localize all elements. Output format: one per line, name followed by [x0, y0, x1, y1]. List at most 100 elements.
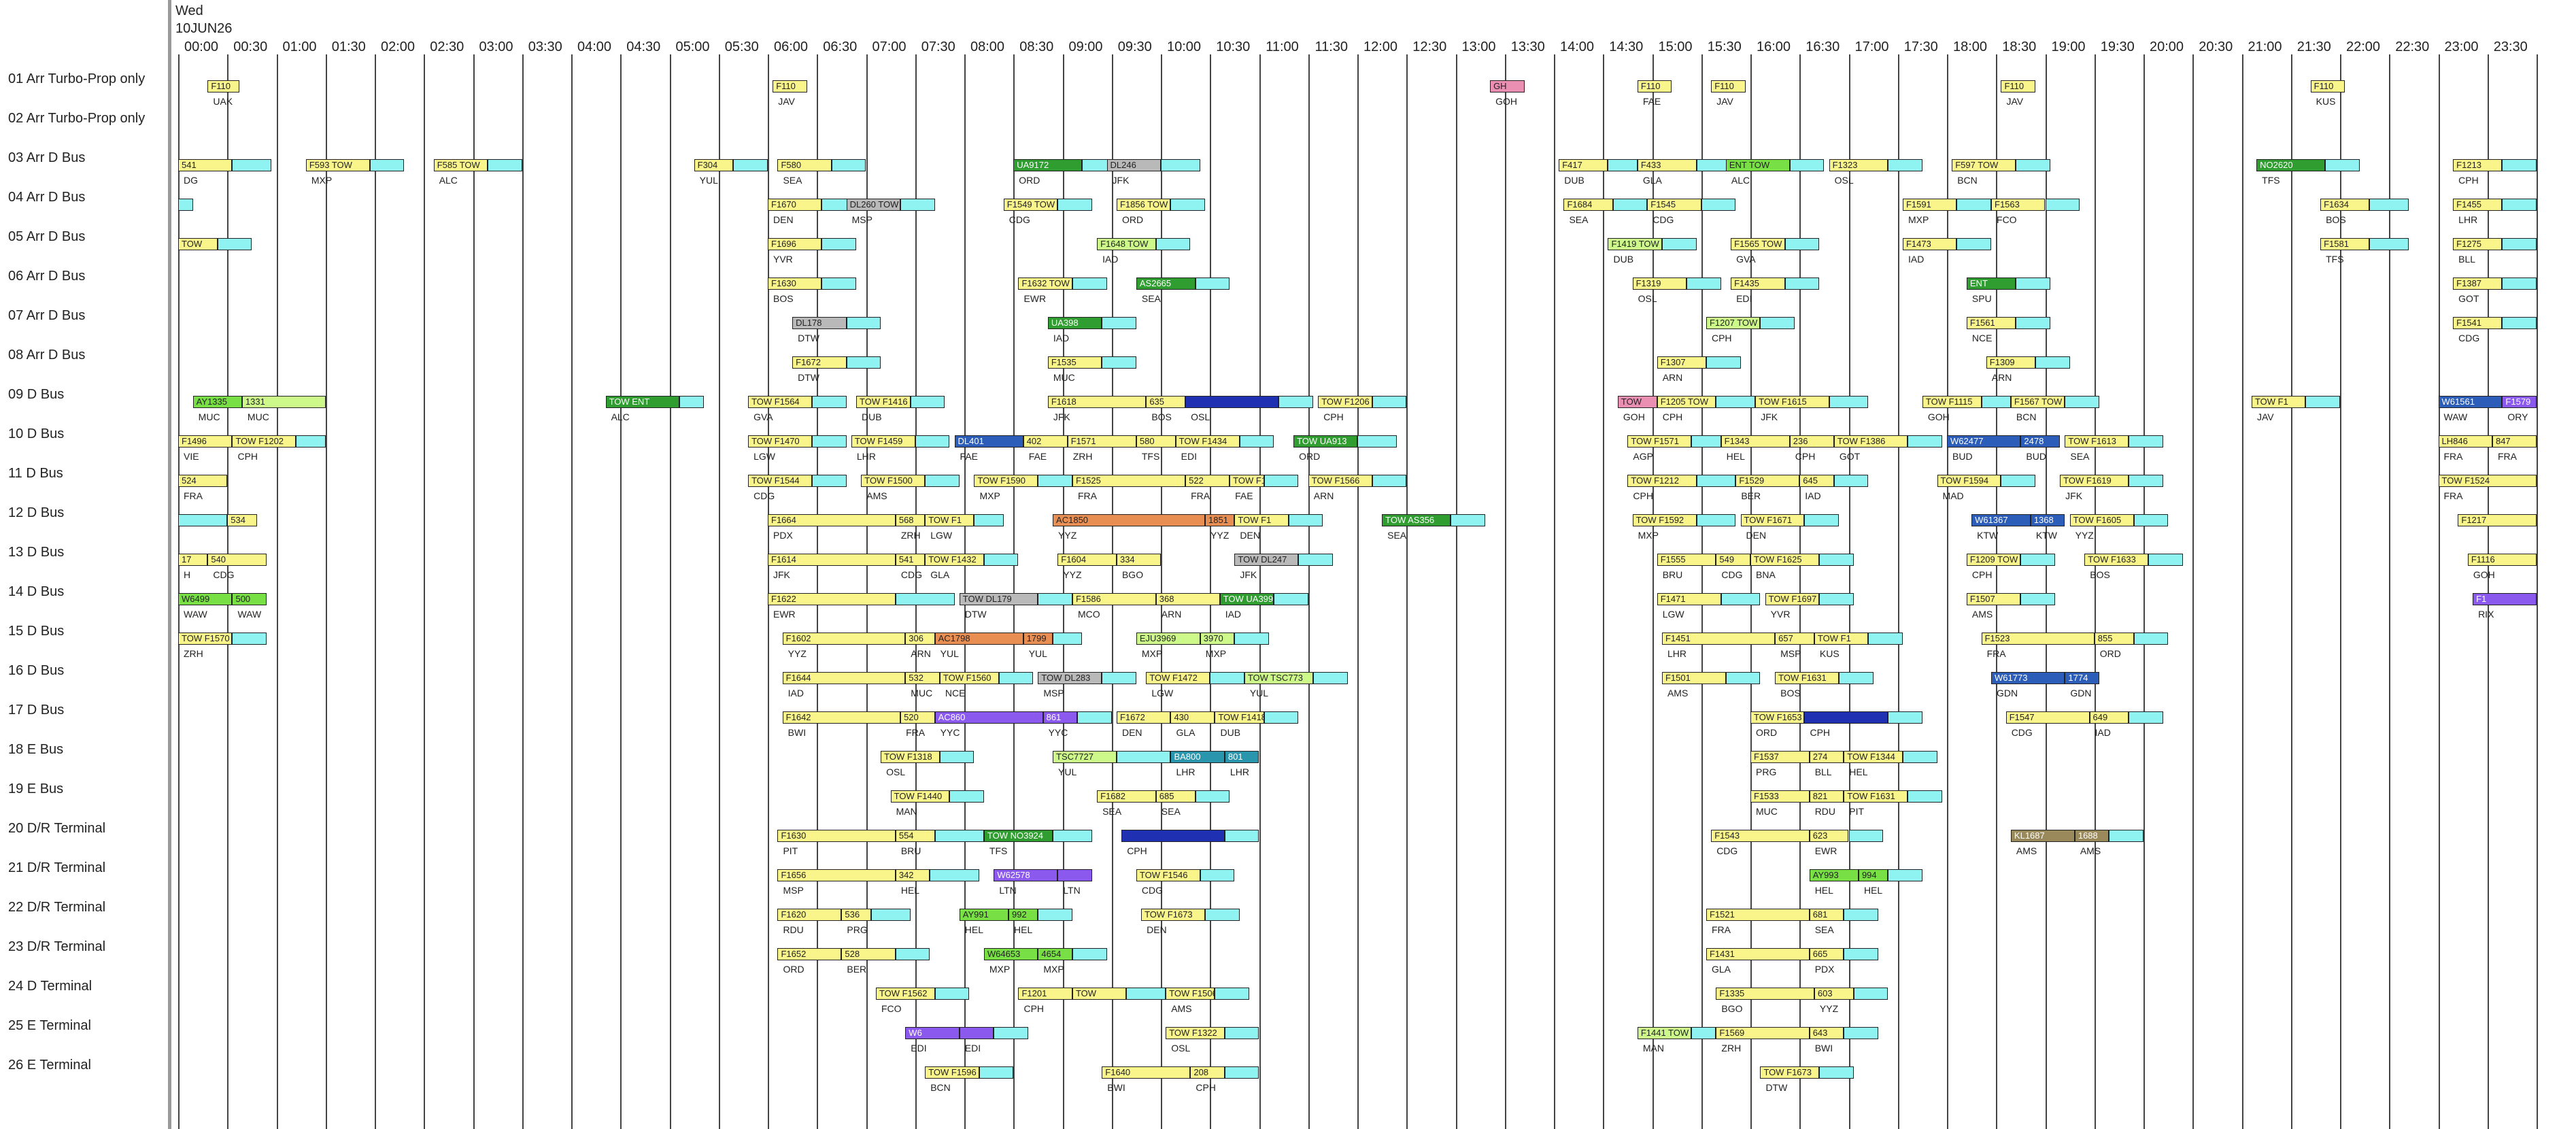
allocation-bar[interactable] [1839, 672, 1874, 684]
allocation-bar[interactable]: F1471 [1657, 593, 1721, 605]
allocation-bar[interactable] [1224, 1027, 1259, 1039]
allocation-bar[interactable] [870, 909, 911, 921]
allocation-bar[interactable]: 368 [1155, 593, 1220, 605]
allocation-bar[interactable]: F1275 [2453, 238, 2503, 250]
resource-row-label[interactable]: 01 Arr Turbo-Prop only [8, 71, 146, 86]
allocation-bar[interactable] [1077, 711, 1112, 724]
allocation-bar[interactable] [934, 988, 970, 1000]
allocation-bar[interactable]: TOW F1560 [939, 672, 999, 684]
allocation-bar[interactable]: TOW F1115 [1922, 396, 1982, 408]
allocation-bar[interactable]: F1207 TOW [1706, 317, 1761, 329]
allocation-bar[interactable] [2016, 277, 2050, 290]
allocation-bar[interactable]: F1431 [1706, 948, 1810, 960]
allocation-bar[interactable] [1853, 988, 1888, 1000]
allocation-bar[interactable] [1057, 199, 1092, 211]
allocation-bar[interactable]: LH846 [2438, 435, 2492, 448]
allocation-bar[interactable] [1902, 751, 1937, 763]
allocation-bar[interactable]: F110 [2001, 80, 2036, 92]
allocation-bar[interactable]: TOW F1 [925, 514, 975, 526]
allocation-bar[interactable] [2035, 356, 2070, 369]
allocation-bar[interactable] [1278, 396, 1313, 408]
allocation-bar[interactable]: F1672 [1116, 711, 1171, 724]
allocation-bar[interactable]: 522 [1185, 475, 1230, 487]
allocation-bar[interactable]: 645 [1799, 475, 1834, 487]
allocation-bar[interactable]: TOW F1206 [1318, 396, 1372, 408]
allocation-bar[interactable] [1224, 830, 1259, 842]
allocation-bar[interactable] [1908, 790, 1942, 803]
allocation-bar[interactable]: ENT [1966, 277, 2016, 290]
allocation-bar[interactable]: TOW TSC773 [1244, 672, 1313, 684]
allocation-bar[interactable] [1725, 672, 1761, 684]
allocation-bar[interactable]: 500 [232, 593, 267, 605]
allocation-bar[interactable]: F597 TOW [1952, 159, 2016, 171]
allocation-bar[interactable] [2502, 238, 2537, 250]
allocation-bar[interactable]: 17 [178, 554, 208, 566]
allocation-bar[interactable] [1195, 790, 1230, 803]
allocation-bar[interactable]: F1201 [1018, 988, 1072, 1000]
allocation-bar[interactable]: TOW F1566 [1308, 475, 1372, 487]
allocation-bar[interactable]: TOW F1592 [1632, 514, 1697, 526]
allocation-bar[interactable]: F1525 [1072, 475, 1186, 487]
allocation-bar[interactable] [1804, 711, 1888, 724]
allocation-bar[interactable]: TOW F1594 [1937, 475, 2001, 487]
allocation-bar[interactable] [2148, 554, 2183, 566]
allocation-bar[interactable]: F110 [1711, 80, 1746, 92]
allocation-bar[interactable]: 580 [1136, 435, 1176, 448]
allocation-bar[interactable]: F417 [1559, 159, 1608, 171]
resource-row-label[interactable]: 04 Arr D Bus [8, 190, 86, 205]
allocation-bar[interactable] [1451, 514, 1485, 526]
allocation-bar[interactable]: F1569 [1716, 1027, 1810, 1039]
allocation-bar[interactable] [1908, 435, 1942, 448]
allocation-bar[interactable] [2016, 159, 2050, 171]
allocation-bar[interactable]: W62578 [994, 869, 1058, 881]
allocation-bar[interactable]: TOW F1470 [748, 435, 813, 448]
allocation-bar[interactable]: 3970 [1200, 633, 1235, 645]
allocation-bar[interactable]: TOW F1 [1234, 514, 1289, 526]
allocation-bar[interactable] [1888, 711, 1922, 724]
allocation-bar[interactable]: F1455 [2453, 199, 2503, 211]
allocation-bar[interactable]: F1535 [1047, 356, 1102, 369]
allocation-bar[interactable]: TOW F1322 [1166, 1027, 1225, 1039]
allocation-bar[interactable] [1121, 830, 1225, 842]
allocation-bar[interactable]: F110 [1637, 80, 1672, 92]
allocation-bar[interactable] [1829, 396, 1869, 408]
allocation-bar[interactable] [1102, 356, 1136, 369]
allocation-bar[interactable]: 635 [1146, 396, 1186, 408]
allocation-bar[interactable]: F1419 TOW [1608, 238, 1662, 250]
allocation-bar[interactable]: 549 [1716, 554, 1750, 566]
allocation-bar[interactable]: BA800 [1170, 751, 1225, 763]
allocation-bar[interactable] [812, 396, 847, 408]
allocation-bar[interactable]: 665 [1809, 948, 1844, 960]
allocation-bar[interactable]: DL260 TOW [846, 199, 901, 211]
allocation-bar[interactable] [733, 159, 768, 171]
allocation-bar[interactable] [1833, 475, 1869, 487]
allocation-bar[interactable]: TOW F1613 [2065, 435, 2129, 448]
allocation-bar[interactable] [679, 396, 705, 408]
allocation-bar[interactable]: TOW F1564 [748, 396, 813, 408]
resource-row-label[interactable]: 06 Arr D Bus [8, 269, 86, 284]
allocation-bar[interactable]: TOW F1590 [974, 475, 1038, 487]
allocation-bar[interactable]: W61367 [1971, 514, 2031, 526]
allocation-bar[interactable]: W62477 [1947, 435, 2021, 448]
allocation-bar[interactable] [1057, 869, 1092, 881]
allocation-bar[interactable]: F1670 [768, 199, 822, 211]
resource-row-label[interactable]: 25 E Terminal [8, 1018, 91, 1033]
allocation-bar[interactable] [831, 159, 866, 171]
allocation-bar[interactable]: F1501 [1661, 672, 1726, 684]
allocation-bar[interactable] [1956, 238, 1991, 250]
allocation-bar[interactable]: F1307 [1657, 356, 1706, 369]
allocation-bar[interactable]: 1688 [2074, 830, 2109, 842]
allocation-bar[interactable]: F1602 [782, 633, 906, 645]
allocation-bar[interactable]: 536 [841, 909, 871, 921]
allocation-bar[interactable]: TOW [1617, 396, 1657, 408]
allocation-bar[interactable] [1888, 159, 1922, 171]
allocation-bar[interactable]: DL246 [1106, 159, 1161, 171]
allocation-bar[interactable] [974, 514, 1004, 526]
allocation-bar[interactable]: TOW AS356 [1382, 514, 1451, 526]
allocation-bar[interactable] [1804, 514, 1840, 526]
allocation-bar[interactable] [1264, 475, 1299, 487]
allocation-bar[interactable]: F1116 [2467, 554, 2537, 566]
allocation-bar[interactable] [1357, 435, 1397, 448]
allocation-bar[interactable] [1981, 396, 2011, 408]
allocation-bar[interactable]: TOW DL179 [959, 593, 1038, 605]
